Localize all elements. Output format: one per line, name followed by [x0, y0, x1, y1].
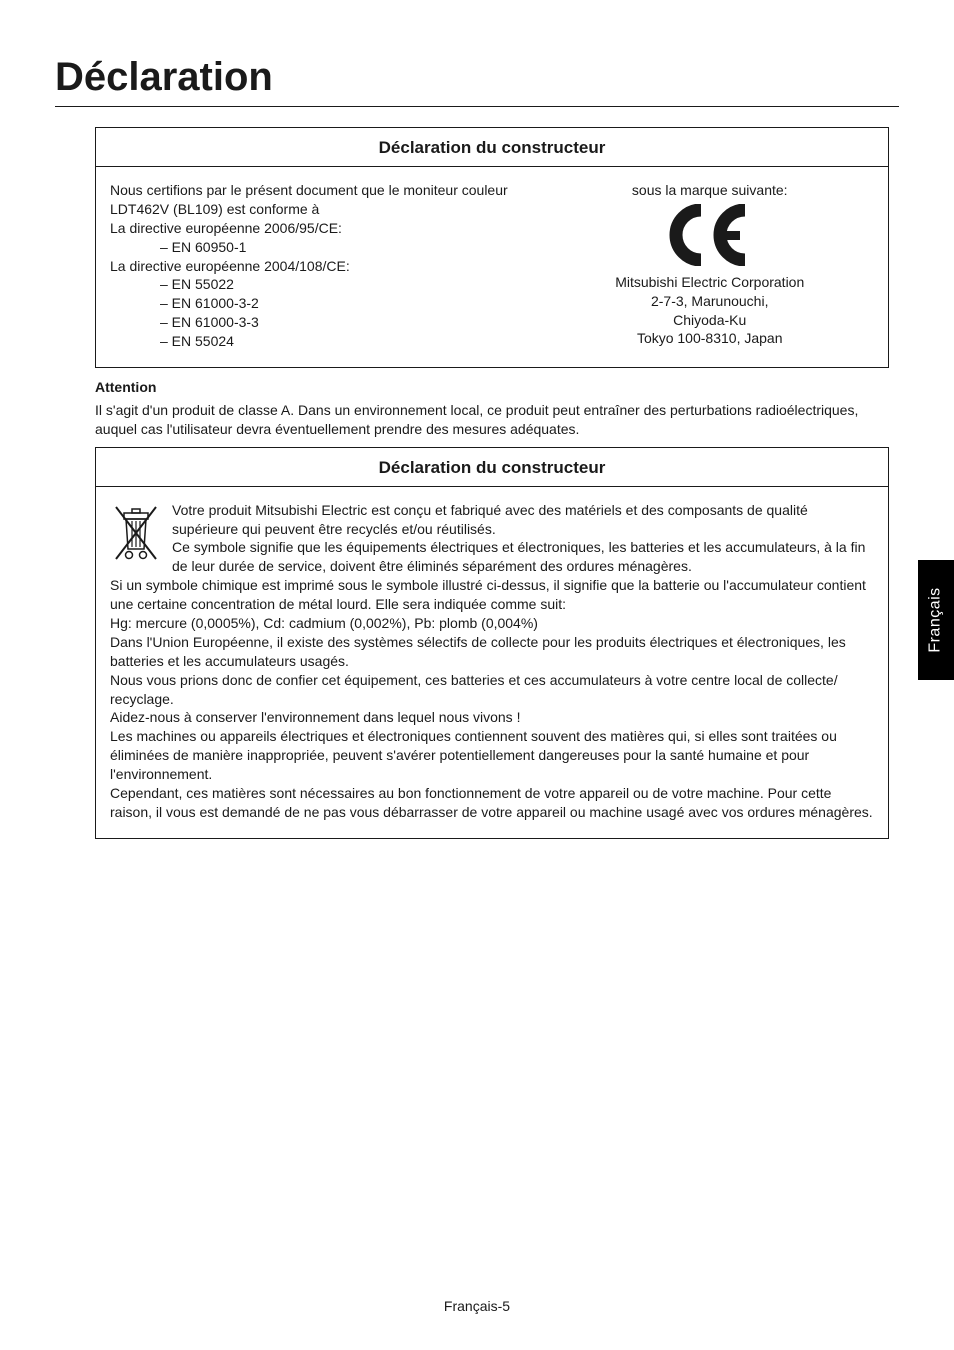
weee-bin-icon — [110, 503, 162, 568]
box1-right-col: sous la marque suivante: Mitsubishi Elec… — [545, 181, 874, 351]
language-side-tab: Français — [918, 560, 954, 680]
company-addr1: 2-7-3, Marunouchi, — [545, 292, 874, 311]
box1-dir1: La directive européenne 2006/95/CE: — [110, 219, 545, 238]
attention-block: Attention Il s'agit d'un produit de clas… — [95, 378, 889, 439]
ce-mark-icon — [545, 204, 874, 271]
box1-dir2-item: – EN 61000-3-2 — [160, 294, 545, 313]
box1-body: Nous certifions par le présent document … — [96, 167, 888, 367]
brand-line: sous la marque suivante: — [545, 181, 874, 200]
box2-p1: Votre produit Mitsubishi Electric est co… — [172, 502, 808, 537]
box2-p4: Hg: mercure (0,0005%), Cd: cadmium (0,00… — [110, 614, 874, 633]
box1-intro: Nous certifions par le présent document … — [110, 181, 545, 219]
page-footer: Français-5 — [0, 1298, 954, 1314]
box2-header: Déclaration du constructeur — [96, 448, 888, 486]
company-name: Mitsubishi Electric Corporation — [545, 273, 874, 292]
box2-p3: Si un symbole chimique est imprimé sous … — [110, 576, 874, 614]
box2-body: Votre produit Mitsubishi Electric est co… — [96, 487, 888, 838]
box2-p5: Dans l'Union Européenne, il existe des s… — [110, 633, 874, 671]
company-addr3: Tokyo 100-8310, Japan — [545, 329, 874, 348]
box2-p8: Les machines ou appareils électriques et… — [110, 727, 874, 784]
box1-header: Déclaration du constructeur — [96, 128, 888, 166]
declaration-box-2: Déclaration du constructeur Votre produi… — [95, 447, 889, 839]
box2-p9: Cependant, ces matières sont nécessaires… — [110, 784, 874, 822]
box1-dir1-item: – EN 60950-1 — [160, 238, 545, 257]
box1-dir2-item: – EN 55024 — [160, 332, 545, 351]
attention-text: Il s'agit d'un produit de classe A. Dans… — [95, 401, 889, 439]
box1-dir2-item: – EN 61000-3-3 — [160, 313, 545, 332]
page: Déclaration Déclaration du constructeur … — [0, 0, 954, 1350]
box1-dir2-item: – EN 55022 — [160, 275, 545, 294]
page-title: Déclaration — [55, 55, 899, 100]
company-addr2: Chiyoda-Ku — [545, 311, 874, 330]
box2-p7: Aidez-nous à conserver l'environnement d… — [110, 708, 874, 727]
title-rule — [55, 106, 899, 107]
box1-left-col: Nous certifions par le présent document … — [110, 181, 545, 351]
attention-label: Attention — [95, 378, 889, 397]
box2-p6: Nous vous prions donc de confier cet équ… — [110, 671, 874, 709]
side-tab-label: Français — [927, 587, 945, 652]
box1-dir2: La directive européenne 2004/108/CE: — [110, 257, 545, 276]
box2-p2: Ce symbole signifie que les équipements … — [172, 539, 865, 574]
declaration-box-1: Déclaration du constructeur Nous certifi… — [95, 127, 889, 368]
